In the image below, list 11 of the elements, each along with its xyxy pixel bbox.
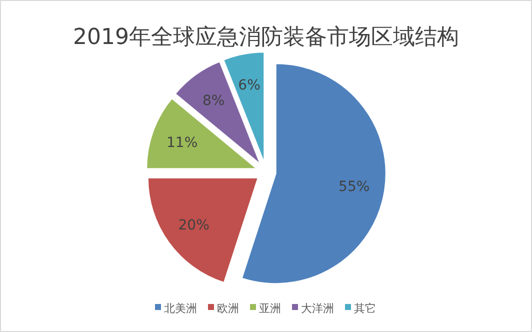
- data-label: 8%: [202, 92, 225, 109]
- data-label: 55%: [338, 178, 370, 195]
- data-label: 11%: [166, 134, 198, 151]
- legend-label: 北美洲: [164, 302, 197, 315]
- legend-label: 亚洲: [259, 302, 281, 315]
- legend-label: 大洋洲: [301, 302, 334, 315]
- legend-label: 其它: [354, 302, 376, 315]
- legend-label: 欧洲: [217, 302, 239, 315]
- data-label: 6%: [238, 77, 260, 94]
- chart-title: 2019年全球应急消防装备市场区域结构: [73, 25, 459, 50]
- data-label: 20%: [178, 217, 210, 234]
